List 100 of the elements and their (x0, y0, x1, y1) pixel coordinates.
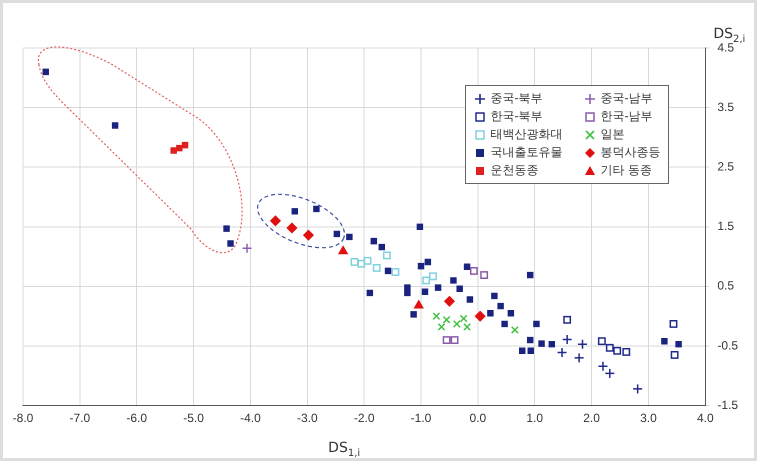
legend-label: 중국-북부 (490, 90, 543, 107)
point (292, 208, 298, 215)
point (533, 320, 540, 328)
point (444, 296, 455, 307)
point (372, 264, 381, 272)
point (556, 347, 568, 358)
point (176, 144, 183, 152)
x-tick-label: -2.0 (354, 411, 375, 426)
point (613, 346, 622, 355)
point (442, 316, 451, 324)
x-tick-label: 0.0 (470, 411, 487, 426)
x-tick-label: -8.0 (12, 411, 34, 426)
x-tick-label: 4.0 (696, 411, 714, 426)
point (670, 351, 679, 359)
point (606, 344, 614, 352)
point (528, 348, 534, 354)
point (563, 316, 572, 324)
point (223, 225, 230, 232)
point (480, 271, 488, 280)
point (346, 234, 353, 240)
point (424, 258, 432, 266)
point (675, 340, 682, 348)
y-tick-label: 2.5 (717, 160, 734, 174)
legend-label: 국내출토유물 (490, 144, 562, 161)
point (378, 244, 386, 250)
point (577, 338, 588, 350)
point (410, 311, 417, 318)
point (456, 286, 463, 292)
legend-label: 운천동종 (490, 162, 538, 179)
y-tick-label: -0.5 (717, 338, 738, 352)
y-tick-label: 0.5 (717, 278, 734, 293)
point (270, 216, 281, 226)
point (450, 277, 457, 284)
point (392, 268, 400, 276)
y-tick-label: 4.5 (717, 40, 734, 54)
point (598, 337, 606, 346)
point (350, 258, 358, 266)
point (242, 243, 252, 254)
point (286, 222, 298, 234)
point (598, 361, 608, 372)
point (434, 284, 442, 291)
point (384, 268, 392, 274)
point (661, 338, 668, 344)
point (562, 334, 572, 345)
x-tick-label: -3.0 (296, 411, 318, 426)
point (366, 290, 374, 296)
point (227, 240, 234, 247)
x-tick-label: -1.0 (410, 411, 432, 426)
legend-label: 일본 (600, 126, 624, 143)
point (338, 246, 348, 254)
point (418, 262, 424, 270)
x-tick-label: -5.0 (183, 411, 204, 426)
point (460, 314, 468, 323)
x-tick-label: -6.0 (126, 411, 148, 426)
legend-label: 기타 동종 (600, 162, 652, 179)
x-tick-label: 2.0 (583, 411, 600, 426)
point (112, 122, 118, 129)
point (422, 288, 428, 295)
point (508, 310, 514, 316)
point (491, 292, 498, 300)
x-tick-label: -4.0 (240, 411, 262, 426)
legend-label: 한국-남부 (600, 108, 653, 125)
point (519, 348, 526, 354)
point (452, 320, 461, 328)
y-tick-label: 3.5 (717, 100, 734, 114)
x-tick-label: 1.0 (526, 411, 544, 426)
x-tick-label: -7.0 (70, 411, 91, 426)
y-tick-label: -1.5 (717, 398, 738, 412)
point (422, 276, 430, 284)
point (313, 206, 320, 212)
point (487, 310, 494, 316)
point (470, 266, 478, 275)
point (182, 142, 188, 148)
point (574, 352, 584, 364)
point (450, 336, 458, 344)
point (538, 340, 545, 347)
point (364, 256, 372, 265)
y-tick-label: 1.5 (717, 219, 734, 234)
point (382, 251, 391, 260)
point (548, 340, 556, 348)
point (474, 310, 486, 322)
point (510, 326, 519, 334)
point (334, 230, 340, 238)
point (463, 322, 472, 331)
point (526, 272, 534, 278)
point (432, 312, 440, 320)
point (303, 230, 314, 240)
point (442, 336, 451, 344)
point (370, 238, 378, 244)
point (622, 348, 630, 356)
point (497, 302, 504, 310)
point (632, 384, 643, 394)
point (604, 368, 616, 379)
legend-label: 태백산광화대 (490, 126, 562, 143)
point (464, 264, 470, 270)
point (438, 322, 446, 331)
point (404, 290, 411, 296)
point (526, 336, 534, 344)
legend-label: 중국-남부 (600, 90, 653, 107)
point (466, 296, 474, 303)
